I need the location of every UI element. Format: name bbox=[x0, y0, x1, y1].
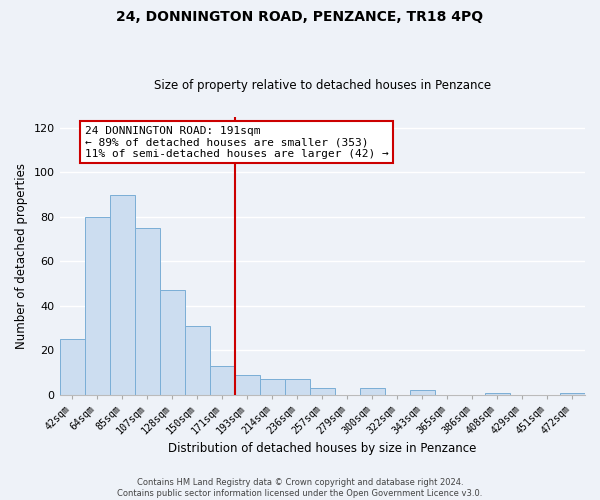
Bar bbox=[310, 388, 335, 395]
Bar bbox=[260, 380, 285, 395]
Bar bbox=[360, 388, 385, 395]
Title: Size of property relative to detached houses in Penzance: Size of property relative to detached ho… bbox=[154, 79, 491, 92]
Bar bbox=[410, 390, 435, 395]
Bar bbox=[185, 326, 209, 395]
Bar bbox=[560, 392, 585, 395]
Bar bbox=[85, 217, 110, 395]
Bar bbox=[485, 392, 510, 395]
Bar bbox=[235, 375, 260, 395]
Bar bbox=[285, 380, 310, 395]
Bar bbox=[134, 228, 160, 395]
Bar bbox=[209, 366, 235, 395]
Bar bbox=[110, 194, 134, 395]
Bar bbox=[59, 340, 85, 395]
Y-axis label: Number of detached properties: Number of detached properties bbox=[15, 163, 28, 349]
X-axis label: Distribution of detached houses by size in Penzance: Distribution of detached houses by size … bbox=[168, 442, 476, 455]
Bar bbox=[160, 290, 185, 395]
Text: 24, DONNINGTON ROAD, PENZANCE, TR18 4PQ: 24, DONNINGTON ROAD, PENZANCE, TR18 4PQ bbox=[116, 10, 484, 24]
Text: 24 DONNINGTON ROAD: 191sqm
← 89% of detached houses are smaller (353)
11% of sem: 24 DONNINGTON ROAD: 191sqm ← 89% of deta… bbox=[85, 126, 388, 159]
Text: Contains HM Land Registry data © Crown copyright and database right 2024.
Contai: Contains HM Land Registry data © Crown c… bbox=[118, 478, 482, 498]
